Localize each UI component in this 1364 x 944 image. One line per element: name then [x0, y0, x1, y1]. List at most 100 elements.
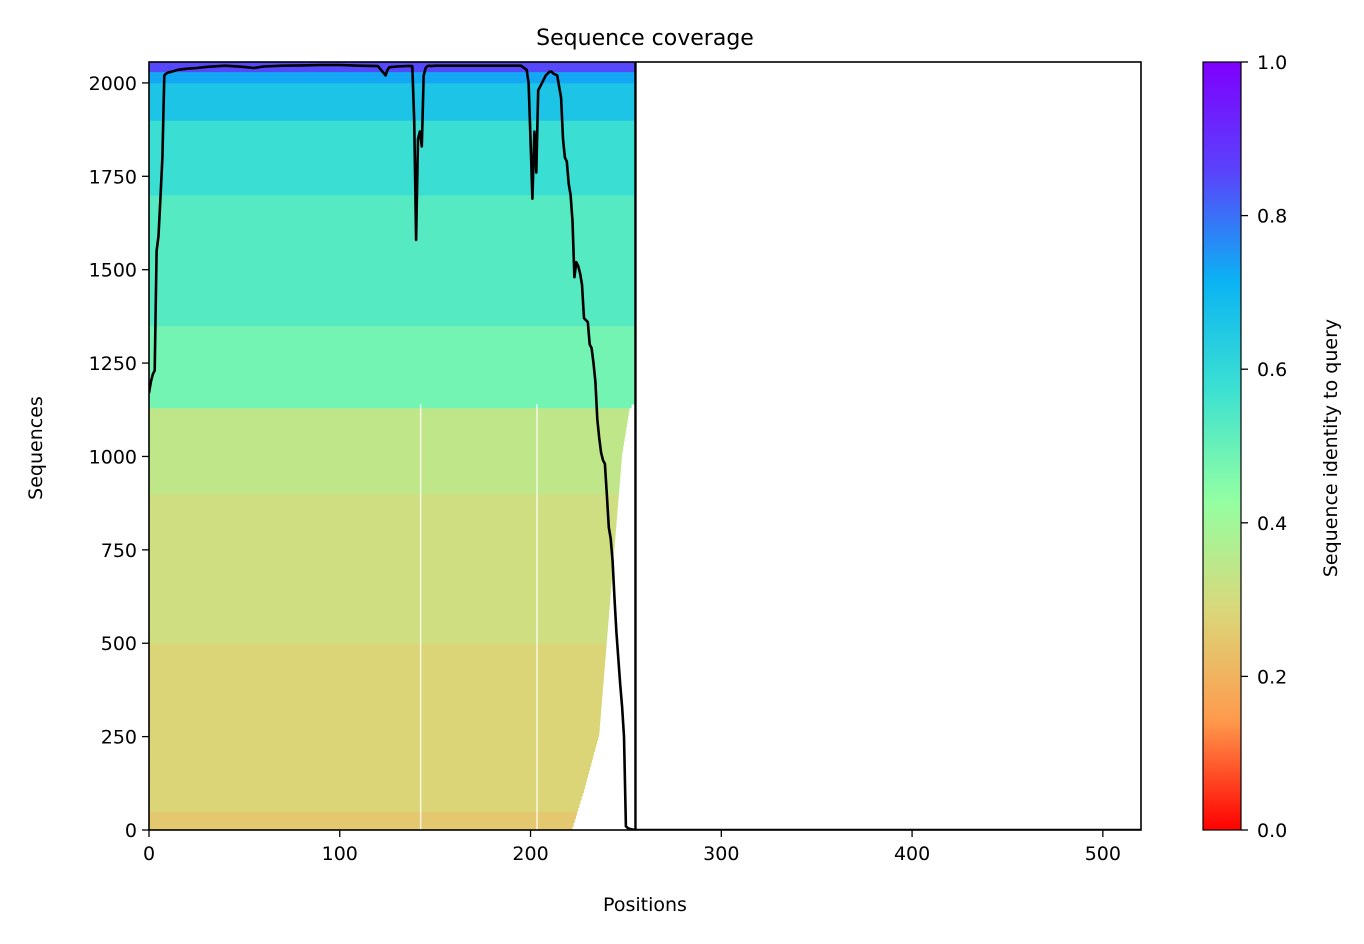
coverage-row-block — [149, 396, 636, 401]
coverage-row-block — [149, 359, 636, 364]
coverage-row-block — [149, 366, 636, 371]
coverage-row-block — [149, 378, 636, 383]
coverage-row-block — [149, 351, 636, 357]
coverage-row-block — [149, 217, 636, 222]
coverage-row-block — [149, 333, 636, 338]
coverage-row-block — [149, 564, 613, 569]
coverage-row-block — [149, 691, 603, 696]
coverage-row-block — [149, 807, 579, 812]
colorbar-tick-label: 0.4 — [1257, 513, 1287, 535]
y-tick-label: 250 — [101, 727, 137, 749]
coverage-row-block — [149, 284, 636, 289]
coverage-row-block — [149, 146, 636, 151]
coverage-row-block — [149, 168, 636, 173]
colorbar-tick-label: 0.6 — [1257, 359, 1287, 381]
coverage-row-block — [149, 725, 600, 730]
coverage-row-block — [149, 643, 607, 648]
coverage-row-block — [149, 658, 606, 663]
y-tick-label: 2000 — [89, 73, 137, 95]
coverage-row-block — [149, 721, 601, 726]
coverage-row-block — [149, 90, 636, 95]
y-tick-label: 1000 — [89, 446, 137, 468]
coverage-row-block — [149, 609, 610, 614]
x-axis: 0 100 200 300 400 500 — [143, 830, 1121, 865]
coverage-row-block — [149, 348, 636, 353]
coverage-row-block — [149, 695, 603, 700]
coverage-row-block — [149, 165, 636, 170]
x-axis-label: Positions — [603, 894, 687, 916]
coverage-line — [149, 63, 636, 830]
coverage-row-block — [149, 635, 608, 640]
y-tick-label: 1500 — [89, 260, 137, 282]
coverage-row-block — [149, 471, 621, 476]
x-tick-label: 400 — [894, 843, 930, 865]
coverage-row-block — [149, 800, 581, 805]
coverage-row-block — [149, 265, 636, 271]
coverage-row-block — [149, 224, 636, 229]
coverage-row-block — [149, 497, 619, 502]
coverage-row-block — [149, 766, 591, 771]
coverage-row-block — [149, 176, 636, 181]
coverage-row-block — [149, 116, 636, 121]
coverage-row-block — [149, 172, 636, 177]
coverage-row-block — [149, 770, 590, 775]
coverage-row-block — [149, 150, 636, 155]
y-tick-label: 750 — [101, 540, 137, 562]
coverage-row-block — [149, 549, 615, 554]
coverage-row-block — [149, 512, 618, 517]
coverage-row-block — [149, 587, 612, 592]
coverage-row-block — [149, 815, 576, 820]
coverage-row-block — [149, 277, 636, 282]
coverage-row-block — [149, 490, 620, 495]
coverage-row-block — [149, 389, 636, 394]
coverage-row-block — [149, 467, 621, 472]
coverage-row-block — [149, 785, 585, 790]
coverage-row-block — [149, 344, 636, 349]
coverage-row-block — [149, 729, 600, 734]
coverage-row-block — [149, 314, 636, 319]
coverage-row-block — [149, 475, 621, 480]
coverage-row-block — [149, 773, 589, 779]
coverage-row-block — [149, 445, 624, 450]
coverage-row-block — [149, 434, 626, 439]
colorbar-gradient — [1202, 61, 1242, 831]
coverage-row-block — [149, 519, 617, 525]
y-tick-label: 1250 — [89, 353, 137, 375]
coverage-row-block — [149, 575, 613, 581]
coverage-row-block — [149, 247, 636, 252]
coverage-row-block — [149, 542, 615, 547]
coverage-row-block — [149, 777, 588, 782]
coverage-row-block — [149, 639, 607, 644]
coverage-row-block — [149, 762, 592, 767]
coverage-row-block — [149, 546, 615, 551]
coverage-row-block — [149, 699, 602, 704]
coverage-row-block — [149, 613, 609, 618]
coverage-row-block — [149, 710, 602, 715]
colorbar-tick-label: 0.8 — [1257, 206, 1287, 228]
coverage-row-block — [149, 385, 636, 390]
coverage-row-block — [149, 714, 601, 719]
coverage-row-block — [149, 605, 610, 611]
coverage-row-block — [149, 101, 636, 106]
coverage-row-block — [149, 557, 614, 562]
plot-frame — [148, 61, 1142, 831]
coverage-row-block — [149, 94, 636, 99]
x-tick-label: 300 — [703, 843, 739, 865]
coverage-row-block — [149, 788, 584, 794]
coverage-row-block — [149, 135, 636, 140]
coverage-row-block — [149, 307, 636, 312]
coverage-row-block — [149, 516, 617, 521]
coverage-row-block — [149, 534, 616, 540]
coverage-row-block — [149, 505, 618, 510]
coverage-row-block — [149, 71, 636, 76]
coverage-row-block — [149, 706, 602, 711]
coverage-row-block — [149, 269, 636, 274]
coverage-row-block — [149, 67, 636, 73]
coverage-row-block — [149, 781, 586, 786]
coverage-row-block — [149, 523, 617, 528]
coverage-row-block — [149, 452, 623, 457]
coverage-gap-column — [536, 404, 538, 830]
y-tick-label: 1750 — [89, 166, 137, 188]
chart-title: Sequence coverage — [536, 26, 754, 51]
coverage-row-block — [149, 482, 620, 487]
